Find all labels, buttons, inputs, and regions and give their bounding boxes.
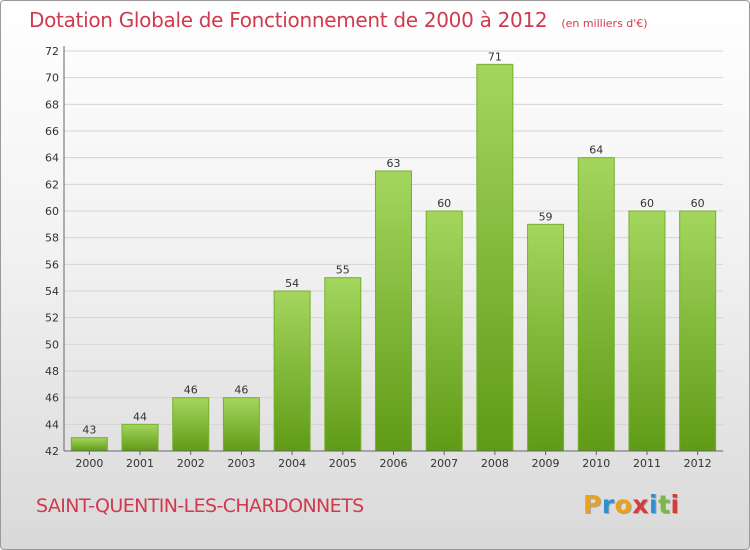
y-tick-label: 48 [45, 365, 59, 378]
y-tick-label: 44 [45, 418, 59, 431]
data-label: 54 [285, 277, 299, 290]
x-tick-label: 2005 [329, 457, 357, 470]
bar [222, 397, 260, 452]
y-tick-label: 60 [45, 205, 59, 218]
y-tick-label: 50 [45, 338, 59, 351]
data-label: 71 [488, 50, 502, 63]
data-label: 46 [184, 384, 198, 397]
x-tick-label: 2000 [75, 457, 103, 470]
axis-layer: 42 44 46 48 50 52 54 56 58 60 62 64 66 68 70 72 2000 2001… [45, 45, 723, 470]
y-tick-label: 54 [45, 285, 59, 298]
bar [527, 223, 565, 452]
data-label: 60 [691, 197, 705, 210]
logo-letter: t [658, 490, 671, 519]
y-tick-label: 58 [45, 232, 59, 245]
data-label: 64 [589, 144, 603, 157]
bar [628, 210, 666, 452]
x-tick-label: 2006 [380, 457, 408, 470]
x-tick-label: 2004 [278, 457, 306, 470]
commune-name: SAINT-QUENTIN-LES-CHARDONNETS [36, 495, 364, 517]
proxiti-logo[interactable]: Proxiti [583, 490, 680, 519]
y-tick-label: 68 [45, 98, 59, 111]
x-tick-label: 2010 [582, 457, 610, 470]
logo-letter: i [670, 490, 680, 519]
bar [577, 157, 615, 452]
logo-letter: x [632, 490, 649, 519]
x-tick-label: 2007 [430, 457, 458, 470]
y-tick-label: 62 [45, 178, 59, 191]
data-label: 60 [640, 197, 654, 210]
x-tick-label: 2001 [126, 457, 154, 470]
data-label: 46 [234, 384, 248, 397]
x-tick-label: 2011 [633, 457, 661, 470]
bar [324, 277, 362, 452]
logo-letter: P [583, 490, 602, 519]
data-label: 55 [336, 264, 350, 277]
logo-letter: i [649, 490, 659, 519]
data-label: 59 [539, 210, 553, 223]
title-row: Dotation Globale de Fonctionnement de 20… [29, 8, 648, 32]
y-tick-label: 52 [45, 312, 59, 325]
y-tick-label: 56 [45, 258, 59, 271]
x-tick-label: 2012 [684, 457, 712, 470]
bar [375, 170, 412, 452]
bar [425, 210, 463, 452]
y-tick-label: 70 [45, 72, 59, 85]
x-tick-label: 2002 [177, 457, 205, 470]
bar [172, 397, 210, 452]
x-tick-label: 2009 [532, 457, 560, 470]
bar [70, 437, 108, 452]
bar [679, 210, 717, 452]
bar [121, 423, 159, 452]
logo-letter: r [601, 490, 615, 519]
bar [476, 63, 514, 452]
x-tick-label: 2008 [481, 457, 509, 470]
y-tick-label: 46 [45, 392, 59, 405]
data-label: 63 [387, 157, 401, 170]
y-tick-label: 64 [45, 152, 59, 165]
chart-title: Dotation Globale de Fonctionnement de 20… [29, 8, 548, 32]
data-label: 44 [133, 410, 147, 423]
y-tick-label: 72 [45, 45, 59, 58]
data-label: 43 [82, 424, 96, 437]
y-tick-label: 66 [45, 125, 59, 138]
x-tick-label: 2003 [227, 457, 255, 470]
bars-layer: 43 44 46 46 54 55 63 60 71 59 64 60 60 [70, 50, 717, 452]
data-label: 60 [437, 197, 451, 210]
bar [273, 290, 311, 452]
logo-letter: o [614, 490, 633, 519]
y-tick-label: 42 [45, 445, 59, 458]
chart-subtitle: (en milliers d'€) [561, 17, 648, 30]
